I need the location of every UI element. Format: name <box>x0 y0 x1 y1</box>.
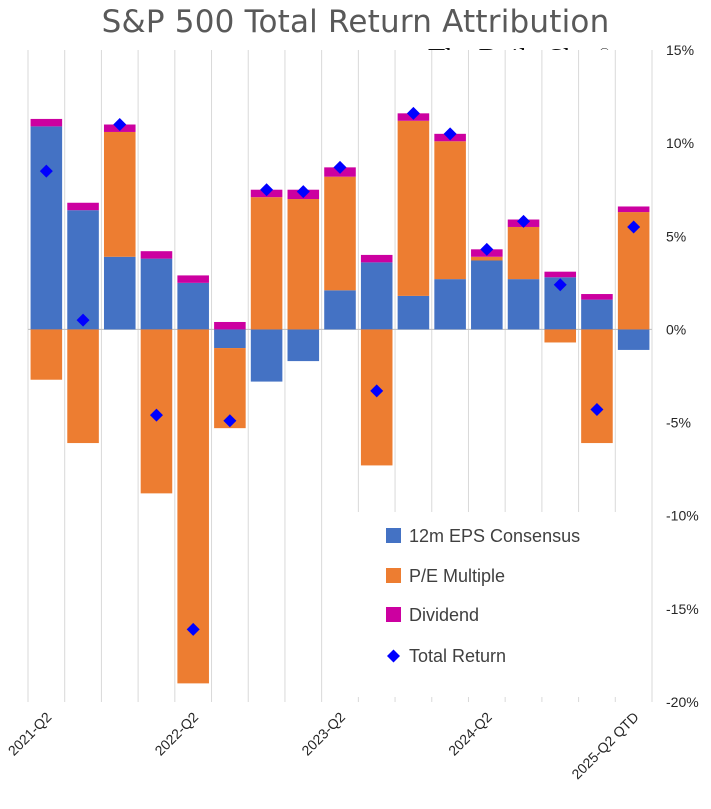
bar-p-e-multiple <box>103 131 136 257</box>
bar-p-e-multiple <box>581 329 613 444</box>
x-tick-label: 2021-Q2 <box>5 709 55 759</box>
bar-12m-eps-consensus <box>434 279 466 330</box>
bar-dividend <box>544 271 577 278</box>
legend-swatch-total-return <box>387 649 400 663</box>
bar-p-e-multiple <box>434 141 466 280</box>
x-axis-ticks: 2021-Q2 2022-Q2 2023-Q2 2024-Q2 2025-Q2 QTD <box>5 709 642 783</box>
total-return-marker <box>370 384 384 398</box>
bar-dividend <box>617 206 650 213</box>
total-return-marker <box>296 185 310 199</box>
bar-dividend <box>360 254 393 263</box>
bar-p-e-multiple <box>507 226 540 280</box>
legend-label-dividend: Dividend <box>409 605 479 625</box>
total-return-marker <box>149 408 163 422</box>
legend-label-12m-eps-consensus: 12m EPS Consensus <box>409 526 580 546</box>
total-return-marker <box>517 214 531 228</box>
bar-p-e-multiple <box>324 176 356 291</box>
y-tick-label: -15% <box>666 601 699 617</box>
total-return-marker <box>443 127 457 141</box>
bar-dividend <box>30 118 63 127</box>
bar-12m-eps-consensus <box>324 290 356 330</box>
bar-p-e-multiple <box>287 199 320 330</box>
x-tick-label: 2023-Q2 <box>298 709 348 759</box>
bar-12m-eps-consensus <box>140 258 173 330</box>
bar-p-e-multiple <box>544 329 577 343</box>
bar-dividend <box>214 321 246 330</box>
bar-12m-eps-consensus <box>214 329 246 349</box>
y-tick-label: -10% <box>666 508 699 524</box>
bar-p-e-multiple <box>250 197 283 330</box>
x-tick-label: 2022-Q2 <box>151 709 201 759</box>
y-tick-label: -5% <box>666 415 691 431</box>
bar-12m-eps-consensus <box>507 279 540 330</box>
bar-12m-eps-consensus <box>617 329 650 350</box>
bar-12m-eps-consensus <box>177 282 209 330</box>
bar-p-e-multiple <box>30 329 63 380</box>
bar-12m-eps-consensus <box>287 329 320 362</box>
bar-12m-eps-consensus <box>250 329 283 382</box>
y-tick-label: 0% <box>666 321 686 337</box>
bar-12m-eps-consensus <box>67 210 99 330</box>
x-tick-label: 2025-Q2 QTD <box>568 709 641 782</box>
bar-dividend <box>67 202 99 211</box>
bar-p-e-multiple <box>360 329 393 466</box>
bar-dividend <box>140 251 173 259</box>
total-return-marker <box>590 403 604 417</box>
bar-12m-eps-consensus <box>471 260 503 330</box>
y-axis-ticks: 15% 10% 5% 0% -5% -10% -15% -20% <box>666 42 699 710</box>
bar-12m-eps-consensus <box>30 126 63 330</box>
total-return-marker <box>39 164 53 178</box>
legend-swatch-dividend <box>386 607 401 622</box>
total-return-marker <box>113 118 127 132</box>
y-tick-label: 10% <box>666 135 694 151</box>
y-tick-label: 15% <box>666 42 694 58</box>
bar-12m-eps-consensus <box>397 295 430 330</box>
legend-label-total-return: Total Return <box>409 646 506 666</box>
y-tick-label: -20% <box>666 694 699 710</box>
legend-swatch-12m-eps-consensus <box>386 528 401 543</box>
bar-series <box>30 113 650 684</box>
total-return-marker <box>186 622 200 636</box>
bar-dividend <box>177 275 209 283</box>
x-tick-label: 2024-Q2 <box>445 709 495 759</box>
bar-dividend <box>581 294 613 300</box>
legend-swatch-p-e-multiple <box>386 568 401 583</box>
total-return-markers <box>39 106 641 636</box>
bar-p-e-multiple <box>67 329 99 444</box>
total-return-marker <box>260 183 274 197</box>
total-return-marker <box>333 160 347 174</box>
total-return-marker <box>480 242 494 256</box>
total-return-marker <box>76 313 90 327</box>
legend: 12m EPS Consensus P/E Multiple Dividend Tot… <box>350 512 650 697</box>
y-tick-label: 5% <box>666 228 686 244</box>
bar-12m-eps-consensus <box>360 262 393 330</box>
bar-p-e-multiple <box>471 256 503 261</box>
bar-p-e-multiple <box>397 120 430 296</box>
bar-12m-eps-consensus <box>581 299 613 330</box>
total-return-marker <box>223 414 237 428</box>
legend-label-p-e-multiple: P/E Multiple <box>409 566 505 586</box>
total-return-marker <box>553 278 567 292</box>
chart-title: S&P 500 Total Return Attribution <box>101 4 610 40</box>
total-return-marker <box>627 220 641 234</box>
bar-12m-eps-consensus <box>103 256 136 330</box>
total-return-marker <box>406 106 420 120</box>
